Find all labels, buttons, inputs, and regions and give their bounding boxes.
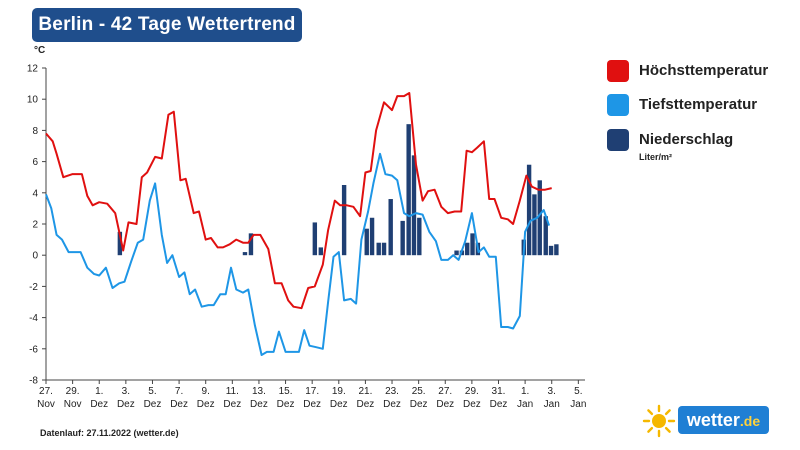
x-tick-label-month: Dez [330, 399, 348, 410]
x-tick-label-day: 19. [332, 386, 346, 397]
y-tick-label: 6 [32, 157, 38, 168]
x-tick-label-month: Dez [277, 399, 295, 410]
precipitation-bar [388, 199, 393, 256]
x-tick-label-day: 5. [574, 386, 582, 397]
precipitation-bar [537, 180, 542, 256]
precipitation-bar [381, 242, 387, 256]
x-tick-label-day: 27. [438, 386, 452, 397]
x-tick-label-month: Dez [223, 399, 241, 410]
precipitation-bar [532, 194, 537, 256]
x-tick-label-day: 29. [66, 386, 80, 397]
x-tick-label-month: Jan [544, 399, 560, 410]
x-tick-label-day: 13. [252, 386, 266, 397]
precipitation-bar [242, 252, 248, 256]
precipitation-bar [454, 250, 459, 256]
x-tick-label-day: 1. [521, 386, 529, 397]
x-tick-label-month: Dez [357, 399, 375, 410]
x-tick-label-month: Nov [37, 399, 55, 410]
x-tick-label-month: Dez [490, 399, 508, 410]
precipitation-bar [117, 231, 123, 256]
x-tick-label-month: Dez [383, 399, 401, 410]
precipitation-bar [548, 245, 554, 256]
legend-swatch-min-temp [607, 94, 629, 116]
precipitation-unit: Liter/m² [639, 152, 673, 162]
x-tick-label-day: 7. [175, 386, 183, 397]
x-tick-label-day: 11. [226, 386, 239, 397]
precipitation-bar [248, 233, 254, 256]
y-tick-label: 8 [32, 126, 38, 137]
x-tick-label-month: Dez [410, 399, 428, 410]
precipitation-bar [364, 228, 369, 256]
x-tick-label-day: 17. [305, 386, 319, 397]
series-line-max-temp [45, 92, 552, 310]
precipitation-bar [312, 222, 318, 256]
y-tick-label: 10 [27, 95, 39, 106]
legend-label-min-temp: Tiefsttemperatur [639, 96, 758, 113]
legend-swatch-max-temp [607, 60, 629, 82]
series-line-min-temp [45, 152, 551, 356]
precipitation-bar [376, 242, 381, 256]
sun-icon [642, 404, 676, 438]
x-tick-label-day: 27. [39, 386, 53, 397]
logo-text: wetter [686, 410, 740, 430]
x-tick-label-day: 23. [385, 386, 399, 397]
y-tick-label: -2 [29, 282, 38, 293]
precipitation-bar [465, 242, 470, 256]
title-banner: Berlin - 42 Tage Wettertrend [32, 8, 302, 42]
page-title: Berlin - 42 Tage Wettertrend [38, 14, 296, 35]
x-tick-label-month: Dez [90, 399, 108, 410]
wetter-logo[interactable]: wetter.de [640, 404, 770, 438]
x-tick-label-month: Dez [463, 399, 481, 410]
legend-label-max-temp: Höchsttemperatur [639, 62, 769, 79]
x-tick-label-month: Dez [250, 399, 268, 410]
precipitation-bar [417, 217, 422, 256]
precipitation-bar [406, 124, 411, 256]
precipitation-bar [400, 220, 405, 256]
precipitation-bar [318, 247, 324, 256]
y-tick-label: -4 [29, 313, 38, 324]
precipitation-bar [369, 217, 375, 256]
precipitation-bar [554, 244, 559, 256]
y-tick-label: 12 [27, 64, 39, 75]
x-tick-label-month: Nov [64, 399, 82, 410]
x-tick-label-day: 31. [492, 386, 506, 397]
data-run-note: Datenlauf: 27.11.2022 (wetter.de) [40, 428, 179, 438]
x-tick-label-month: Dez [436, 399, 454, 410]
x-tick-label-day: 3. [548, 386, 556, 397]
x-tick-label-month: Jan [570, 399, 586, 410]
legend-label-precipitation: Niederschlag [639, 131, 734, 148]
x-tick-label-day: 29. [465, 386, 479, 397]
x-tick-label-day: 21. [358, 386, 372, 397]
precipitation-bar [341, 185, 347, 256]
precipitation-bar [470, 233, 475, 256]
precipitation-bar [543, 216, 548, 256]
x-tick-label-month: Dez [144, 399, 162, 410]
x-tick-label-month: Dez [303, 399, 321, 410]
x-tick-label-month: Dez [170, 399, 188, 410]
precipitation-bar [526, 164, 532, 256]
x-tick-label-month: Dez [197, 399, 215, 410]
y-tick-label: 0 [32, 251, 38, 262]
x-tick-label-month: Jan [517, 399, 533, 410]
x-tick-label-day: 5. [148, 386, 156, 397]
logo-wordmark: wetter.de [678, 406, 769, 434]
x-tick-label-day: 9. [202, 386, 210, 397]
y-tick-label: 4 [32, 188, 38, 199]
x-tick-label-day: 1. [95, 386, 103, 397]
x-tick-label-day: 3. [122, 386, 130, 397]
x-tick-label-month: Dez [117, 399, 135, 410]
x-tick-label-day: 25. [412, 386, 426, 397]
y-tick-label: -8 [29, 376, 38, 387]
y-tick-label: 2 [32, 220, 38, 231]
y-tick-label: -6 [29, 344, 38, 355]
precipitation-bar [411, 155, 417, 256]
x-tick-label-day: 15. [279, 386, 293, 397]
y-axis-unit: °C [34, 45, 46, 56]
logo-tld: .de [739, 413, 761, 429]
legend-swatch-precipitation [607, 129, 629, 151]
